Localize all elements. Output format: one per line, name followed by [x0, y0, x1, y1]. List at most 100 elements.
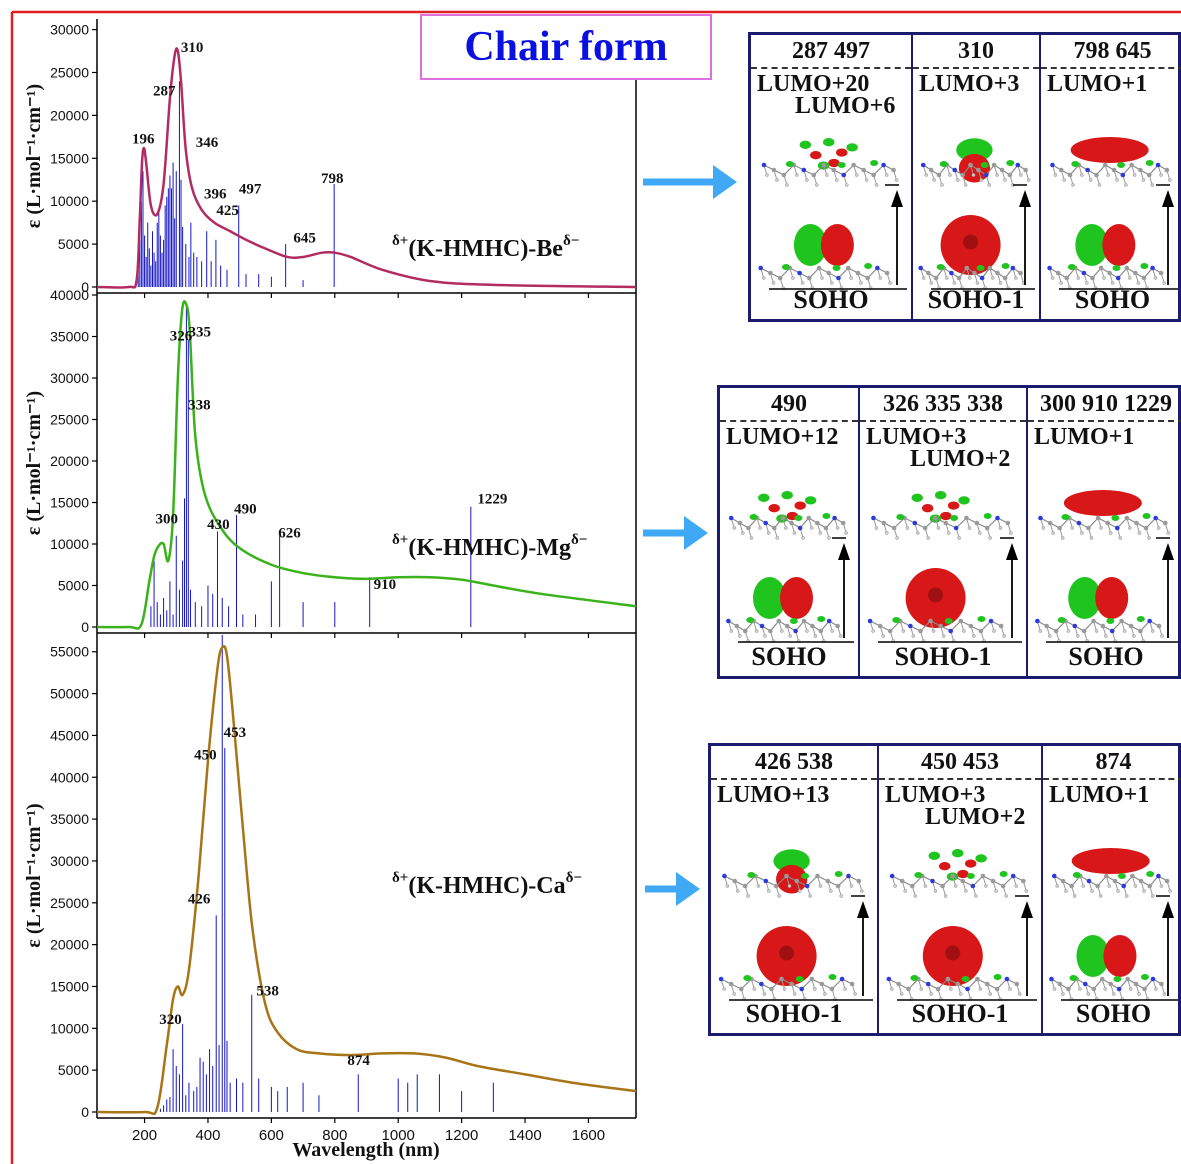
- orbital-header: 490: [720, 388, 858, 422]
- x-tick-label: 1600: [572, 1127, 605, 1144]
- molecule-icon: [761, 160, 899, 187]
- orbital-cell-1: 326 335 338 LUMO+3 LUMO+2 SOHO-1: [860, 388, 1028, 676]
- y-tick-label: 25000: [50, 895, 89, 911]
- molecule-icon: [718, 974, 857, 1001]
- peak-label: 450: [194, 748, 217, 764]
- arrow-up-icon: [1019, 190, 1031, 207]
- x-tick-label: 800: [322, 1127, 347, 1144]
- orbital-lobe-icon: [922, 926, 983, 986]
- x-tick-label: 1400: [508, 1127, 541, 1144]
- orbital-panel-mg: 490 LUMO+12 SOHO 326 335 338 LUMO+3 LUMO+2 SOH…: [717, 385, 1181, 679]
- x-axis-label: Wavelength (nm): [292, 1139, 439, 1161]
- peak-label: 874: [347, 1053, 370, 1069]
- molecule-icon: [1047, 263, 1166, 290]
- y-tick-label: 55000: [50, 644, 89, 660]
- orbital-header: 310: [913, 35, 1039, 69]
- y-tick-label: 25000: [50, 412, 89, 428]
- lumo-label: LUMO+12: [726, 424, 839, 450]
- y-tick-label: 30000: [50, 22, 89, 38]
- y-tick-label: 5000: [58, 578, 89, 594]
- y-axis-label: ε (L·mol⁻¹·cm⁻¹): [23, 391, 45, 535]
- orbital-lobe-icon: [928, 849, 987, 881]
- lumo-label: LUMO+20: [757, 71, 870, 97]
- orbital-lobe-icon: [1071, 848, 1150, 874]
- orbital-cell-2: 874 LUMO+1 SOHO: [1043, 746, 1181, 1033]
- orbital-header: 326 335 338: [860, 388, 1026, 422]
- arrow-up-icon: [1021, 901, 1033, 918]
- orbital-lobe-icon: [753, 577, 813, 619]
- arrow-up-icon: [1162, 190, 1174, 207]
- peak-label: 425: [216, 203, 239, 219]
- orbital-lobe-icon: [1068, 577, 1129, 619]
- orbital-lobe-icon: [1075, 224, 1136, 266]
- y-tick-label: 40000: [50, 769, 89, 785]
- y-tick-label: 0: [81, 619, 89, 635]
- absorption-curve: [96, 300, 637, 630]
- peak-label: 453: [224, 725, 247, 741]
- y-tick-label: 25000: [50, 64, 89, 80]
- orbital-lobe-icon: [758, 491, 817, 523]
- orbital-cell-2: 798 645 LUMO+1 SOHO: [1041, 35, 1181, 319]
- molecule-icon: [1038, 513, 1171, 540]
- y-axis-label: ε (L·mol⁻¹·cm⁻¹): [23, 803, 45, 947]
- peak-label: 346: [196, 135, 219, 151]
- y-tick-label: 35000: [50, 329, 89, 345]
- orbital-cell-0: 426 538 LUMO+13 SOHO-1: [711, 746, 879, 1033]
- y-tick-label: 0: [81, 1104, 89, 1120]
- y-tick-label: 30000: [50, 853, 89, 869]
- molecule-icon: [889, 871, 1029, 898]
- orbital-header: 426 538: [711, 746, 877, 780]
- arrow-up-icon: [891, 190, 903, 207]
- species-label: δ+(K-HMHC)-Mgδ−: [392, 532, 587, 561]
- arrow-up-icon: [838, 543, 850, 560]
- arrow-icon: [676, 872, 700, 906]
- molecule-icon: [1035, 616, 1164, 643]
- orbital-lobe-icon: [911, 491, 970, 523]
- orbital-lobe-icon: [940, 215, 1001, 275]
- lumo-label: LUMO+6: [795, 93, 896, 119]
- orbital-lobe-icon: [905, 568, 966, 628]
- x-tick-label: 600: [259, 1127, 284, 1144]
- species-label: δ+(K-HMHC)-Caδ−: [392, 870, 582, 899]
- soho-label: SOHO: [1075, 999, 1152, 1028]
- chair-form-title: Chair form: [420, 14, 712, 80]
- lumo-label: LUMO+1: [1047, 71, 1148, 97]
- orbital-lobe-icon: [793, 224, 854, 266]
- orbital-art: [1047, 137, 1178, 290]
- arrow-up-icon: [1162, 901, 1174, 918]
- spectra-charts: 0 5000 10000 15000 20000 25000 30000 ε (L·mol⁻¹…: [23, 19, 637, 1161]
- lumo-label: LUMO+3: [919, 71, 1020, 97]
- y-tick-label: 5000: [58, 1062, 89, 1078]
- y-axis-label: ε (L·mol⁻¹·cm⁻¹): [23, 84, 45, 228]
- peak-label: 490: [234, 501, 257, 517]
- y-tick-label: 35000: [50, 811, 89, 827]
- arrow-up-icon: [857, 901, 869, 918]
- absorption-curve: [96, 644, 637, 1116]
- peak-label: 910: [374, 577, 397, 593]
- molecule-icon: [728, 513, 849, 540]
- soho-label: SOHO: [751, 642, 827, 671]
- peak-label: 300: [156, 511, 179, 527]
- y-tick-label: 45000: [50, 727, 89, 743]
- x-tick-label: 400: [195, 1127, 220, 1144]
- molecule-icon: [1049, 974, 1167, 1001]
- y-tick-label: 15000: [50, 495, 89, 511]
- y-tick-label: 30000: [50, 370, 89, 386]
- molecule-icon: [758, 263, 892, 290]
- lumo-label: LUMO+2: [910, 446, 1011, 472]
- absorption-curve: [96, 47, 637, 289]
- arrows: [643, 165, 737, 906]
- y-tick-label: 10000: [50, 193, 89, 209]
- y-tick-label: 20000: [50, 937, 89, 953]
- y-tick-label: 15000: [50, 150, 89, 166]
- orbital-cell-0: 287 497 LUMO+20 LUMO+6 SOHO: [751, 35, 913, 319]
- y-tick-label: 15000: [50, 978, 89, 994]
- orbital-header: 874: [1043, 746, 1181, 780]
- orbital-art: [918, 138, 1035, 290]
- soho-label: SOHO-1: [911, 999, 1009, 1028]
- peak-label: 426: [188, 892, 211, 908]
- x-tick-label: 1200: [445, 1127, 478, 1144]
- orbital-lobe-icon: [1070, 137, 1149, 163]
- orbital-header: 300 910 1229: [1028, 388, 1181, 422]
- orbital-header: 798 645: [1041, 35, 1181, 69]
